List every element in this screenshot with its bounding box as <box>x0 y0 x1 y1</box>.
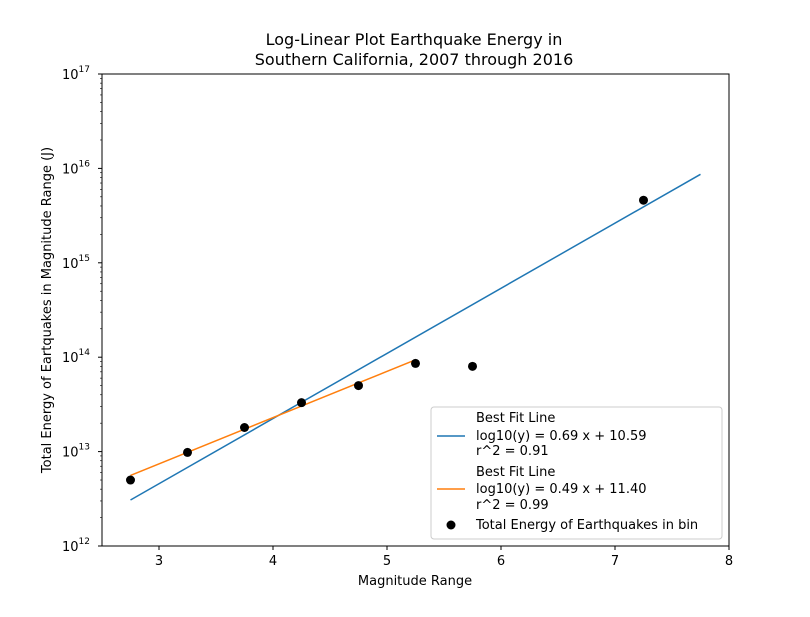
axes-frame <box>101 73 730 547</box>
chart-title-line-1: Log-Linear Plot Earthquake Energy in <box>266 30 563 49</box>
legend-swatch-scatter <box>446 520 456 530</box>
scatter-point <box>297 398 306 408</box>
legend-label-1-line-2: log10(y) = 0.69 x + 10.59 <box>476 429 647 444</box>
scatter-point <box>183 447 192 457</box>
scatter-point <box>126 475 135 485</box>
best-fit-line-1 <box>130 173 701 501</box>
scatter-point <box>411 358 420 368</box>
x-tick-label: 4 <box>269 554 277 569</box>
x-axis-label: Magnitude Range <box>358 574 472 589</box>
x-tick-label: 7 <box>611 554 619 569</box>
scatter-point <box>468 361 477 371</box>
legend-label-1-line-1: Best Fit Line <box>476 411 555 426</box>
legend-label-2-line-2: log10(y) = 0.49 x + 11.40 <box>476 482 647 497</box>
legend-label-1-line-3: r^2 = 0.91 <box>476 444 549 459</box>
x-tick-label: 6 <box>497 554 505 569</box>
chart-title-line-2: Southern California, 2007 through 2016 <box>255 50 574 69</box>
x-tick-label: 3 <box>155 554 163 569</box>
legend: Best Fit Line log10(y) = 0.69 x + 10.59 … <box>430 406 723 540</box>
scatter-point <box>240 423 249 433</box>
x-tick-label: 8 <box>725 554 733 569</box>
legend-label-2-line-1: Best Fit Line <box>476 465 555 480</box>
legend-box <box>430 406 723 540</box>
x-tick-label: 5 <box>383 554 391 569</box>
x-axis-ticks: 3 4 5 6 7 8 <box>155 546 733 569</box>
best-fit-line-2 <box>130 359 416 477</box>
scatter-point <box>639 195 648 205</box>
legend-label-3: Total Energy of Earthquakes in bin <box>475 518 698 533</box>
y-axis-label: Total Energy of Eartquakes in Magnitude … <box>40 147 55 474</box>
plot-area <box>126 173 701 501</box>
scatter-point <box>354 381 363 391</box>
legend-label-2-line-3: r^2 = 0.99 <box>476 498 549 513</box>
